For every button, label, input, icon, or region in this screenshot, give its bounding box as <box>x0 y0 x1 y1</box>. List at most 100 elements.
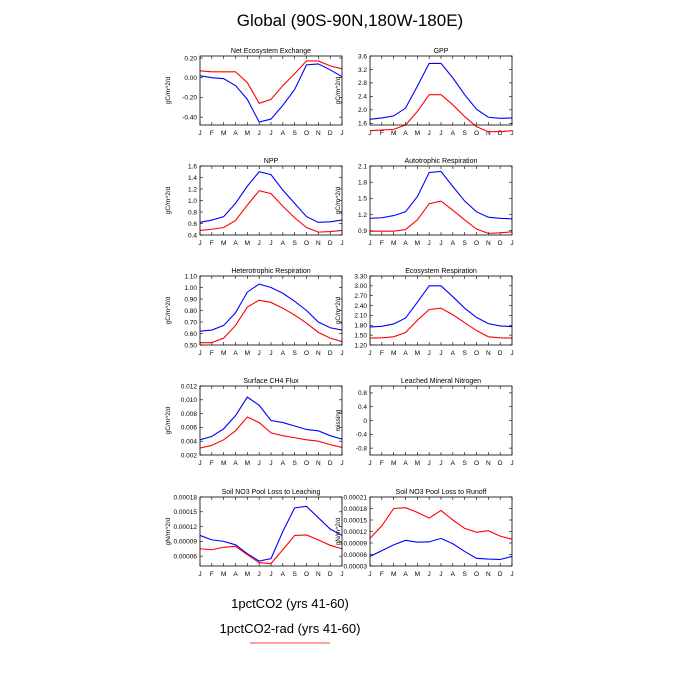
y-tick-label: 0 <box>363 418 367 425</box>
x-tick-label: N <box>316 571 321 578</box>
series-line <box>199 534 343 565</box>
x-tick-label: M <box>221 240 226 247</box>
y-tick-label: 0.00018 <box>344 506 368 513</box>
x-tick-label: J <box>428 460 431 467</box>
plot-frame <box>369 496 513 567</box>
x-tick-label: A <box>451 571 456 578</box>
x-tick-label: A <box>403 130 408 137</box>
y-tick-label: 0.6 <box>188 221 197 228</box>
y-tick-label: 1.50 <box>354 332 367 339</box>
y-tick-label: 1.00 <box>184 285 197 292</box>
y-tick-label: -0.40 <box>182 114 197 121</box>
y-tick-label: 3.2 <box>358 67 367 74</box>
x-tick-label: A <box>233 460 238 467</box>
y-axis-label: gC/m^2/d <box>165 406 172 434</box>
y-tick-label: 1.6 <box>358 121 367 128</box>
x-tick-label: A <box>281 350 286 357</box>
x-tick-label: A <box>451 240 456 247</box>
x-tick-label: A <box>233 130 238 137</box>
plot-frame <box>199 165 343 236</box>
x-tick-label: M <box>221 460 226 467</box>
panel-title: NPP <box>264 158 279 165</box>
y-tick-label: 0.002 <box>181 452 198 459</box>
x-tick-label: M <box>245 571 250 578</box>
x-tick-label: M <box>245 130 250 137</box>
panel-grid: Net Ecosystem Exchange gC/m^2/d 0.20 0.00 -0… <box>165 48 514 578</box>
x-tick-label: O <box>474 130 479 137</box>
x-tick-label: J <box>340 240 343 247</box>
x-tick-label: M <box>415 460 420 467</box>
chart-panel: Heterotrophic Respiration gC/m^2/d 1.10 1.0… <box>165 268 344 357</box>
x-tick-label: N <box>316 350 321 357</box>
series-line <box>369 170 513 220</box>
y-tick-label: 0.00012 <box>174 524 198 531</box>
x-tick-label: J <box>428 130 431 137</box>
x-tick-label: A <box>403 350 408 357</box>
panel-title: Leached Mineral Nitrogen <box>401 378 481 385</box>
y-tick-label: 0.00009 <box>344 540 368 547</box>
y-tick-label: 3.30 <box>354 273 367 280</box>
x-tick-label: J <box>439 350 442 357</box>
y-axis-label: missing <box>335 409 342 431</box>
plot-frame <box>369 275 513 346</box>
y-tick-label: 0.00021 <box>344 494 368 501</box>
y-axis-label: gC/m^2/d <box>165 296 172 324</box>
y-tick-label: 2.4 <box>358 94 367 101</box>
x-tick-label: D <box>328 571 333 578</box>
series-line <box>369 285 513 328</box>
x-tick-label: M <box>221 571 226 578</box>
x-tick-label: O <box>304 240 309 247</box>
y-tick-label: 0.012 <box>181 383 198 390</box>
x-tick-label: N <box>486 350 491 357</box>
y-tick-label: 0.00 <box>184 75 197 82</box>
chart-panel: Soil NO3 Pool Loss to RunoffgN/m^2/d0.00… <box>335 489 514 578</box>
x-tick-label: M <box>391 240 396 247</box>
x-tick-label: D <box>328 240 333 247</box>
x-tick-label: J <box>439 571 442 578</box>
x-tick-label: O <box>304 350 309 357</box>
y-tick-label: 0.8 <box>358 390 367 397</box>
y-tick-label: 0.60 <box>184 331 197 338</box>
x-tick-label: J <box>198 350 201 357</box>
y-tick-label: 0.90 <box>184 296 197 303</box>
y-tick-label: 0.00006 <box>344 552 368 559</box>
figure-title: Global (90S-90N,180W-180E) <box>237 11 463 30</box>
x-tick-label: M <box>221 130 226 137</box>
series-line <box>369 62 513 120</box>
y-tick-label: 1.0 <box>188 198 197 205</box>
x-tick-label: A <box>233 240 238 247</box>
series-line <box>370 200 513 234</box>
x-tick-label: J <box>269 130 272 137</box>
legend-run1-label: 1pctCO2 (yrs 41-60) <box>231 596 349 611</box>
x-tick-label: S <box>462 240 467 247</box>
series-line <box>200 299 343 344</box>
x-tick-label: A <box>281 571 286 578</box>
y-axis-label: gC/m^2/d <box>335 296 342 324</box>
x-tick-label: F <box>210 571 214 578</box>
series-line <box>199 396 343 441</box>
y-tick-label: 2.10 <box>354 313 367 320</box>
x-tick-label: O <box>474 571 479 578</box>
x-tick-label: F <box>380 130 384 137</box>
y-tick-label: 0.20 <box>184 55 197 62</box>
x-tick-label: D <box>328 350 333 357</box>
x-tick-label: S <box>292 571 297 578</box>
x-tick-label: F <box>210 350 214 357</box>
x-tick-label: J <box>198 460 201 467</box>
x-tick-label: J <box>510 571 513 578</box>
x-tick-label: A <box>403 240 408 247</box>
x-tick-label: J <box>510 240 513 247</box>
x-tick-label: F <box>210 130 214 137</box>
series-line <box>369 507 513 540</box>
x-tick-label: J <box>258 240 261 247</box>
x-tick-label: M <box>391 460 396 467</box>
x-tick-label: J <box>439 130 442 137</box>
x-tick-label: M <box>245 240 250 247</box>
y-tick-label: 0.8 <box>188 209 197 216</box>
x-tick-label: J <box>258 350 261 357</box>
x-tick-label: D <box>498 350 503 357</box>
y-tick-label: 3.00 <box>354 283 367 290</box>
x-tick-label: O <box>474 240 479 247</box>
y-tick-label: -0.20 <box>182 95 197 102</box>
y-tick-label: 0.006 <box>181 425 198 432</box>
